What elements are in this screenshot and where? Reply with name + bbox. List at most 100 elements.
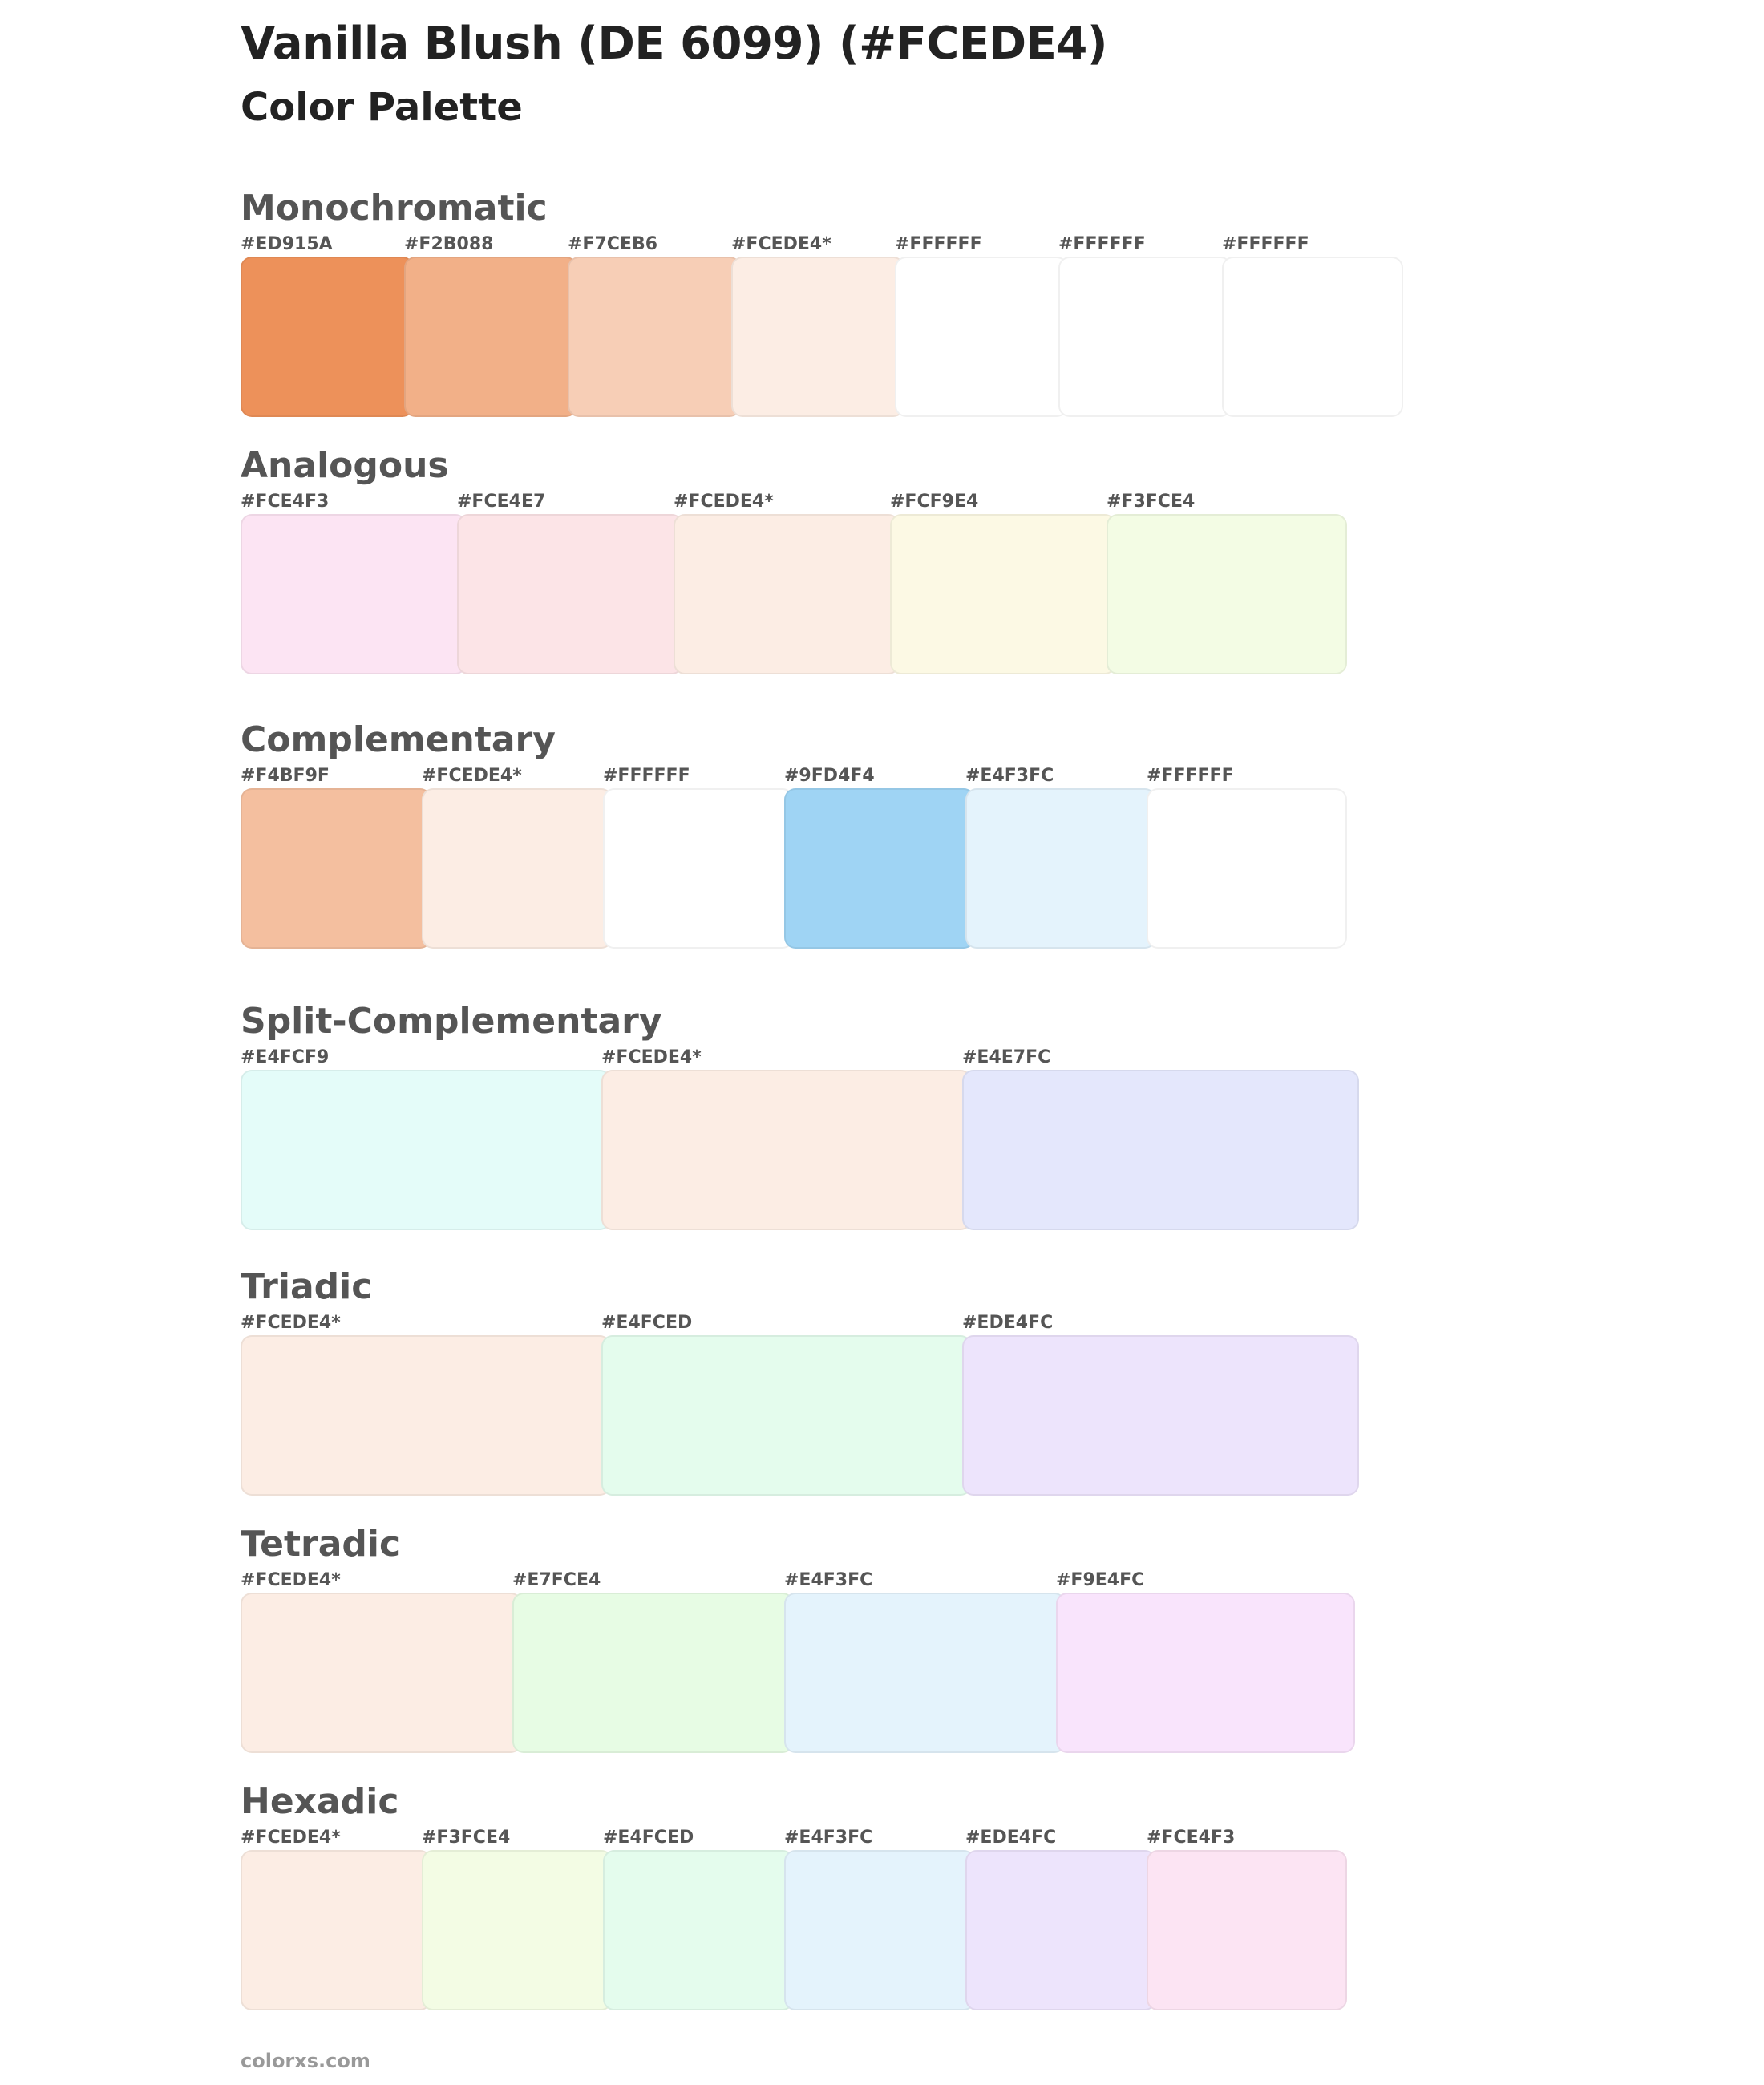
swatch-item: #E4F3FC bbox=[784, 1826, 975, 2010]
section-title: Tetradic bbox=[241, 1524, 401, 1565]
swatch-item: #FCEDE4* bbox=[241, 1569, 522, 1753]
hex-label: #FCEDE4* bbox=[731, 234, 831, 254]
color-swatch[interactable] bbox=[512, 1593, 794, 1753]
hex-label: #FFFFFF bbox=[1147, 766, 1234, 786]
color-swatch[interactable] bbox=[1147, 788, 1347, 949]
color-swatch[interactable] bbox=[962, 1335, 1359, 1496]
color-swatch[interactable] bbox=[895, 257, 1068, 417]
color-swatch[interactable] bbox=[457, 514, 683, 674]
color-swatch[interactable] bbox=[601, 1070, 972, 1230]
hex-label: #E4FCED bbox=[603, 1828, 694, 1848]
color-swatch[interactable] bbox=[965, 788, 1156, 949]
swatch-item: #FCF9E4 bbox=[890, 490, 1116, 674]
color-swatch[interactable] bbox=[731, 257, 904, 417]
hex-label: #FFFFFF bbox=[1058, 234, 1146, 254]
section-hexadic: Hexadic #FCEDE4* #F3FCE4 #E4FCED #E4F3FC #ED… bbox=[241, 1779, 1347, 2010]
color-swatch[interactable] bbox=[674, 514, 900, 674]
hex-label: #F2B088 bbox=[404, 234, 494, 254]
swatch-item: #FCEDE4* bbox=[241, 1826, 431, 2010]
color-swatch[interactable] bbox=[603, 788, 794, 949]
hex-label: #E4F3FC bbox=[784, 1828, 873, 1848]
swatch-item: #FFFFFF bbox=[1222, 233, 1403, 417]
color-swatch[interactable] bbox=[568, 257, 741, 417]
swatch-item: #F7CEB6 bbox=[568, 233, 741, 417]
color-swatch[interactable] bbox=[1058, 257, 1232, 417]
hex-label: #E4FCF9 bbox=[241, 1047, 330, 1067]
color-swatch[interactable] bbox=[784, 1850, 975, 2010]
swatch-item: #EDE4FC bbox=[965, 1826, 1156, 2010]
swatch-item: #FFFFFF bbox=[1058, 233, 1232, 417]
swatch-row: #FCE4F3 #FCE4E7 #FCEDE4* #FCF9E4 #F3FCE4 bbox=[241, 490, 1347, 674]
hex-label: #FCEDE4* bbox=[422, 766, 522, 786]
hex-label: #F4BF9F bbox=[241, 766, 330, 786]
swatch-item: #FFFFFF bbox=[895, 233, 1068, 417]
color-swatch[interactable] bbox=[1056, 1593, 1355, 1753]
hex-label: #9FD4F4 bbox=[784, 766, 875, 786]
page-title: Vanilla Blush (DE 6099) (#FCEDE4) bbox=[241, 18, 1107, 70]
color-swatch[interactable] bbox=[784, 1593, 1066, 1753]
hex-label: #FFFFFF bbox=[1222, 234, 1309, 254]
color-swatch[interactable] bbox=[603, 1850, 794, 2010]
swatch-item: #FFFFFF bbox=[1147, 764, 1347, 949]
section-title: Hexadic bbox=[241, 1781, 399, 1822]
swatch-row: #E4FCF9 #FCEDE4* #E4E7FC bbox=[241, 1046, 1359, 1230]
hex-label: #ED915A bbox=[241, 234, 333, 254]
color-swatch[interactable] bbox=[1147, 1850, 1347, 2010]
hex-label: #FCF9E4 bbox=[890, 492, 979, 512]
page-subtitle: Color Palette bbox=[241, 85, 523, 130]
section-title: Monochromatic bbox=[241, 188, 548, 229]
hex-label: #E7FCE4 bbox=[512, 1570, 601, 1590]
site-credit[interactable]: colorxs.com bbox=[241, 2050, 370, 2072]
color-swatch[interactable] bbox=[965, 1850, 1156, 2010]
swatch-item: #E4F3FC bbox=[965, 764, 1156, 949]
swatch-item: #FCEDE4* bbox=[422, 764, 613, 949]
color-swatch[interactable] bbox=[241, 1070, 611, 1230]
swatch-item: #FCEDE4* bbox=[601, 1046, 972, 1230]
color-swatch[interactable] bbox=[601, 1335, 972, 1496]
color-swatch[interactable] bbox=[241, 1593, 522, 1753]
color-swatch[interactable] bbox=[241, 788, 431, 949]
section-title: Split-Complementary bbox=[241, 1001, 662, 1042]
section-complementary: Complementary #F4BF9F #FCEDE4* #FFFFFF #9FD… bbox=[241, 718, 1347, 949]
swatch-item: #FCE4F3 bbox=[241, 490, 467, 674]
swatch-item: #FCEDE4* bbox=[674, 490, 900, 674]
color-swatch[interactable] bbox=[1107, 514, 1347, 674]
hex-label: #E4E7FC bbox=[962, 1047, 1051, 1067]
section-title: Analogous bbox=[241, 445, 449, 486]
swatch-row: #FCEDE4* #E4FCED #EDE4FC bbox=[241, 1311, 1359, 1496]
swatch-item: #FCE4E7 bbox=[457, 490, 683, 674]
color-swatch[interactable] bbox=[890, 514, 1116, 674]
color-swatch[interactable] bbox=[1222, 257, 1403, 417]
swatch-item: #FCE4F3 bbox=[1147, 1826, 1347, 2010]
swatch-item: #F3FCE4 bbox=[1107, 490, 1347, 674]
color-swatch[interactable] bbox=[962, 1070, 1359, 1230]
color-swatch[interactable] bbox=[422, 788, 613, 949]
swatch-item: #F4BF9F bbox=[241, 764, 431, 949]
hex-label: #F9E4FC bbox=[1056, 1570, 1145, 1590]
color-swatch[interactable] bbox=[241, 1850, 431, 2010]
section-triadic: Triadic #FCEDE4* #E4FCED #EDE4FC bbox=[241, 1265, 1359, 1496]
swatch-item: #E7FCE4 bbox=[512, 1569, 794, 1753]
hex-label: #FCEDE4* bbox=[241, 1828, 341, 1848]
hex-label: #F7CEB6 bbox=[568, 234, 658, 254]
section-title: Complementary bbox=[241, 719, 556, 760]
hex-label: #FCE4E7 bbox=[457, 492, 546, 512]
hex-label: #F3FCE4 bbox=[422, 1828, 511, 1848]
hex-label: #E4F3FC bbox=[784, 1570, 873, 1590]
section-split-complementary: Split-Complementary #E4FCF9 #FCEDE4* #E4E7… bbox=[241, 999, 1359, 1230]
swatch-item: #FCEDE4* bbox=[241, 1311, 611, 1496]
color-swatch[interactable] bbox=[422, 1850, 613, 2010]
swatch-item: #F9E4FC bbox=[1056, 1569, 1355, 1753]
color-swatch[interactable] bbox=[404, 257, 577, 417]
hex-label: #FCE4F3 bbox=[241, 492, 330, 512]
hex-label: #FCEDE4* bbox=[241, 1570, 341, 1590]
hex-label: #F3FCE4 bbox=[1107, 492, 1196, 512]
color-swatch[interactable] bbox=[784, 788, 975, 949]
color-swatch[interactable] bbox=[241, 1335, 611, 1496]
swatch-item: #E4FCED bbox=[601, 1311, 972, 1496]
swatch-row: #F4BF9F #FCEDE4* #FFFFFF #9FD4F4 #E4F3FC #FFF… bbox=[241, 764, 1347, 949]
hex-label: #FCE4F3 bbox=[1147, 1828, 1236, 1848]
color-swatch[interactable] bbox=[241, 257, 414, 417]
section-analogous: Analogous #FCE4F3 #FCE4E7 #FCEDE4* #FCF9E4 #… bbox=[241, 443, 1347, 674]
color-swatch[interactable] bbox=[241, 514, 467, 674]
